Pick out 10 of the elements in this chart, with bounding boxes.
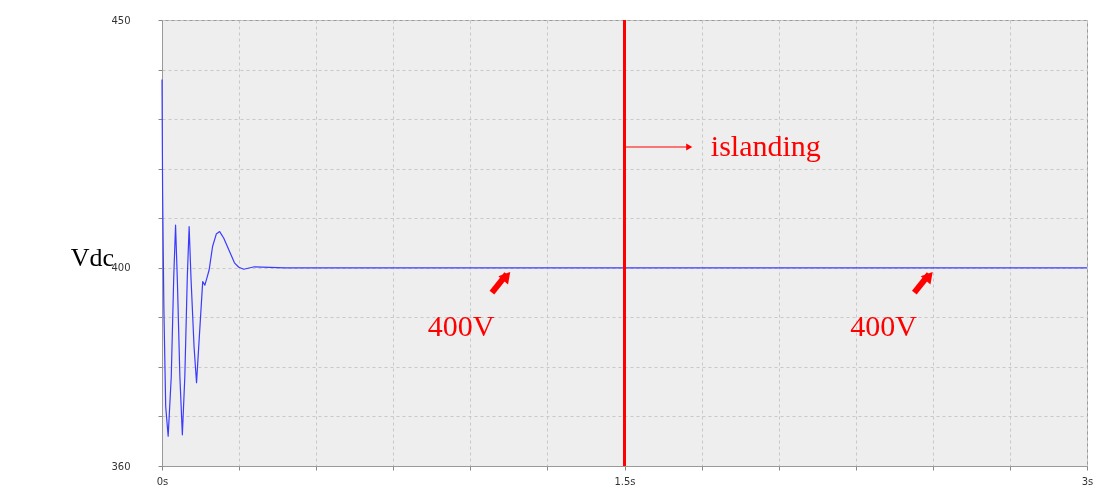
- line-series: [161, 78, 1088, 437]
- x-tick-label: 3s: [1081, 475, 1094, 487]
- annotation: 400V: [427, 309, 495, 343]
- annotation: 400V: [850, 309, 918, 343]
- x-tick-label: 0s: [156, 475, 169, 487]
- ref-line-label: islanding: [710, 129, 821, 162]
- y-tick-label: 400: [111, 262, 131, 274]
- y-tick-label: 450: [111, 14, 131, 26]
- y-tick-label: 360: [111, 460, 131, 472]
- x-tick-label: 1.5s: [614, 475, 636, 487]
